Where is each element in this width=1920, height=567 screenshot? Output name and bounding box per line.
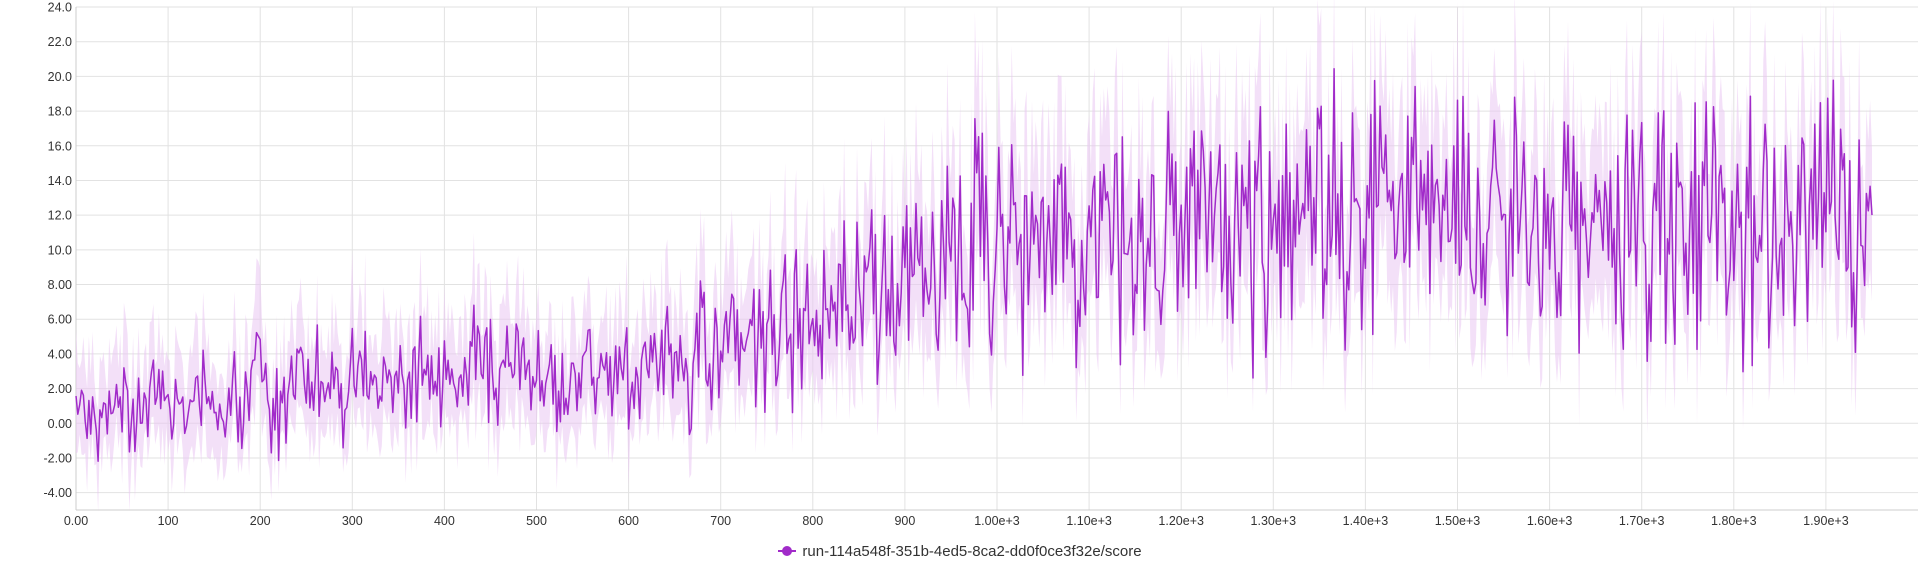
legend-item-score[interactable]: run-114a548f-351b-4ed5-8ca2-dd0f0ce3f32e… (778, 542, 1142, 560)
y-tick-label: 20.0 (48, 70, 72, 84)
x-tick-label: 1.70e+3 (1619, 514, 1665, 528)
x-tick-label: 200 (250, 514, 271, 528)
y-tick-label: 22.0 (48, 35, 72, 49)
x-tick-label: 700 (710, 514, 731, 528)
x-tick-label: 1.90e+3 (1803, 514, 1849, 528)
x-tick-label: 100 (158, 514, 179, 528)
y-tick-label: 18.0 (48, 105, 72, 119)
x-tick-label: 1.20e+3 (1158, 514, 1204, 528)
y-tick-label: 0.00 (48, 417, 72, 431)
y-tick-label: 10.0 (48, 243, 72, 257)
x-tick-label: 0.00 (64, 514, 88, 528)
y-tick-label: -4.00 (44, 486, 73, 500)
y-tick-label: -2.00 (44, 451, 73, 465)
x-tick-label: 900 (894, 514, 915, 528)
x-tick-label: 1.50e+3 (1435, 514, 1481, 528)
legend-label: run-114a548f-351b-4ed5-8ca2-dd0f0ce3f32e… (802, 542, 1142, 560)
legend: run-114a548f-351b-4ed5-8ca2-dd0f0ce3f32e… (0, 540, 1920, 562)
x-tick-label: 1.10e+3 (1066, 514, 1112, 528)
y-tick-label: 12.0 (48, 209, 72, 223)
y-tick-label: 16.0 (48, 139, 72, 153)
x-tick-label: 1.60e+3 (1527, 514, 1573, 528)
x-tick-label: 1.00e+3 (974, 514, 1020, 528)
x-tick-label: 800 (802, 514, 823, 528)
x-tick-label: 600 (618, 514, 639, 528)
x-tick-label: 300 (342, 514, 363, 528)
y-tick-label: 14.0 (48, 174, 72, 188)
x-tick-label: 1.40e+3 (1343, 514, 1389, 528)
x-tick-label: 500 (526, 514, 547, 528)
x-tick-labels: 0.00 100 200 300 400 500 600 700 800 900 1.00e+3 1.… (64, 514, 1849, 528)
series-lines (75, 68, 1873, 462)
series-line-score (75, 68, 1873, 462)
y-tick-labels: -4.00 -2.00 0.00 2.00 4.00 6.00 8.00 10.0 12.0 14… (44, 1, 73, 501)
legend-swatch (778, 545, 797, 557)
y-tick-label: 24.0 (48, 1, 72, 15)
y-tick-label: 2.00 (48, 382, 72, 396)
y-tick-label: 8.00 (48, 278, 72, 292)
x-tick-label: 400 (434, 514, 455, 528)
x-tick-label: 1.80e+3 (1711, 514, 1757, 528)
y-tick-label: 4.00 (48, 347, 72, 361)
y-tick-label: 6.00 (48, 313, 72, 327)
x-tick-label: 1.30e+3 (1251, 514, 1297, 528)
